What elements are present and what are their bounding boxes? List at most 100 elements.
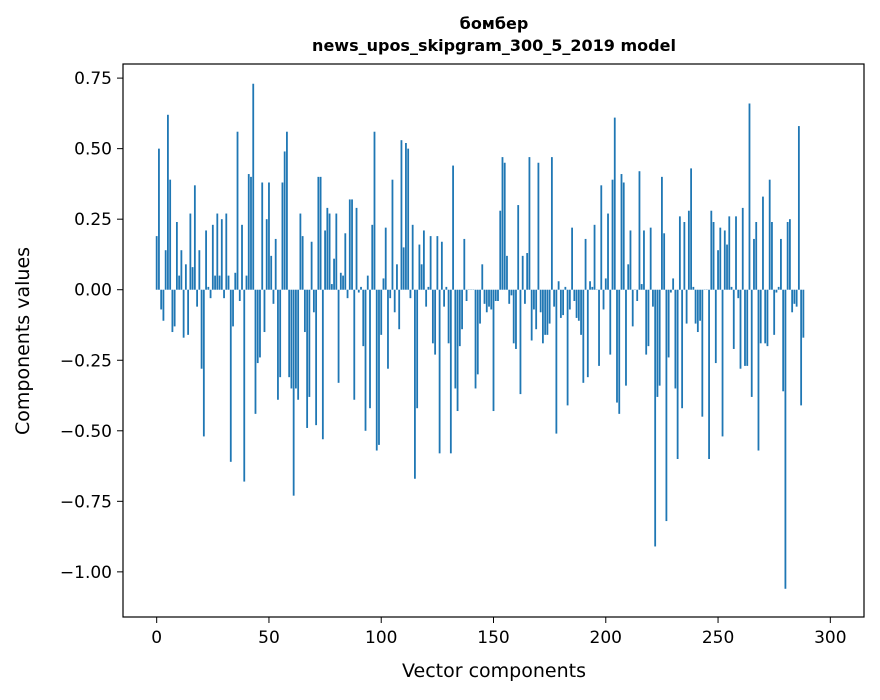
- bar-145: [481, 264, 483, 289]
- bar-128: [443, 290, 445, 307]
- bar-138: [466, 290, 468, 301]
- y-axis-label: Components values: [12, 247, 34, 435]
- y-tick-label: −0.75: [60, 492, 112, 512]
- bar-61: [293, 290, 295, 496]
- bar-271: [764, 290, 766, 344]
- bar-8: [174, 290, 176, 327]
- bar-161: [517, 205, 519, 290]
- bar-69: [311, 242, 313, 290]
- bar-197: [598, 290, 600, 366]
- bar-206: [618, 290, 620, 414]
- bar-32: [228, 276, 230, 290]
- bar-90: [358, 290, 360, 293]
- bar-232: [677, 290, 679, 459]
- bar-156: [506, 256, 508, 290]
- bar-166: [529, 157, 531, 290]
- bar-198: [600, 185, 602, 289]
- bar-168: [533, 290, 535, 310]
- bar-277: [778, 287, 780, 290]
- bar-131: [450, 290, 452, 454]
- bar-23: [207, 287, 209, 290]
- bar-57: [284, 151, 286, 289]
- bar-99: [378, 290, 380, 445]
- bar-12: [183, 290, 185, 338]
- bar-45: [257, 290, 259, 363]
- bar-111: [405, 143, 407, 290]
- bar-43: [252, 84, 254, 290]
- bar-122: [430, 236, 432, 290]
- bar-134: [457, 290, 459, 411]
- bar-88: [353, 290, 355, 400]
- bar-75: [324, 230, 326, 289]
- bar-248: [713, 222, 715, 290]
- bar-103: [387, 290, 389, 369]
- bar-135: [459, 290, 461, 346]
- bar-174: [546, 290, 548, 335]
- bar-180: [560, 290, 562, 318]
- bar-30: [223, 290, 225, 298]
- bar-263: [746, 290, 748, 366]
- bar-97: [374, 132, 376, 290]
- bar-117: [419, 245, 421, 290]
- bars-group: [156, 84, 804, 589]
- bar-96: [371, 225, 373, 290]
- bar-281: [787, 222, 789, 290]
- x-axis-label: Vector components: [402, 660, 586, 682]
- bar-218: [645, 290, 647, 355]
- chart-subtitle: news_upos_skipgram_300_5_2019 model: [312, 36, 676, 55]
- bar-36: [237, 132, 239, 290]
- bar-226: [663, 233, 665, 289]
- bar-40: [246, 276, 248, 290]
- bar-46: [259, 290, 261, 358]
- bar-59: [288, 290, 290, 377]
- bar-251: [719, 228, 721, 290]
- bar-288: [802, 290, 804, 338]
- bar-239: [692, 287, 694, 290]
- bar-42: [250, 177, 252, 290]
- bar-76: [326, 208, 328, 290]
- bar-62: [295, 290, 297, 389]
- bar-38: [241, 225, 243, 290]
- bar-48: [264, 290, 266, 332]
- bar-5: [167, 115, 169, 290]
- bar-118: [421, 264, 423, 289]
- bar-184: [569, 290, 571, 310]
- bar-285: [796, 290, 798, 307]
- bar-114: [412, 225, 414, 290]
- bar-208: [623, 183, 625, 290]
- bar-136: [461, 290, 463, 330]
- bar-204: [614, 118, 616, 290]
- bar-179: [558, 281, 560, 289]
- bar-199: [603, 290, 605, 310]
- bar-241: [697, 290, 699, 332]
- bar-123: [432, 290, 434, 344]
- bar-89: [356, 208, 358, 290]
- bar-83: [342, 276, 344, 290]
- bar-100: [380, 290, 382, 335]
- bar-247: [710, 211, 712, 290]
- bar-158: [511, 290, 513, 296]
- bar-192: [587, 290, 589, 377]
- bar-193: [589, 281, 591, 289]
- bar-228: [668, 290, 670, 358]
- bar-20: [201, 290, 203, 369]
- bar-2: [160, 290, 162, 310]
- bar-142: [475, 290, 477, 389]
- bar-235: [683, 222, 685, 290]
- bar-202: [609, 290, 611, 355]
- bar-84: [344, 233, 346, 289]
- bar-185: [571, 228, 573, 290]
- bar-205: [616, 290, 618, 403]
- y-tick-label: 0.00: [74, 281, 112, 301]
- bar-26: [214, 276, 216, 290]
- bar-171: [540, 290, 542, 313]
- y-axis-ticks: 0.750.500.250.00−0.25−0.50−0.75−1.00: [60, 69, 123, 583]
- bar-54: [277, 290, 279, 400]
- bar-203: [612, 180, 614, 290]
- bar-7: [172, 290, 174, 332]
- bar-73: [320, 177, 322, 290]
- bar-149: [490, 290, 492, 310]
- bar-91: [360, 287, 362, 290]
- y-tick-label: −1.00: [60, 563, 112, 583]
